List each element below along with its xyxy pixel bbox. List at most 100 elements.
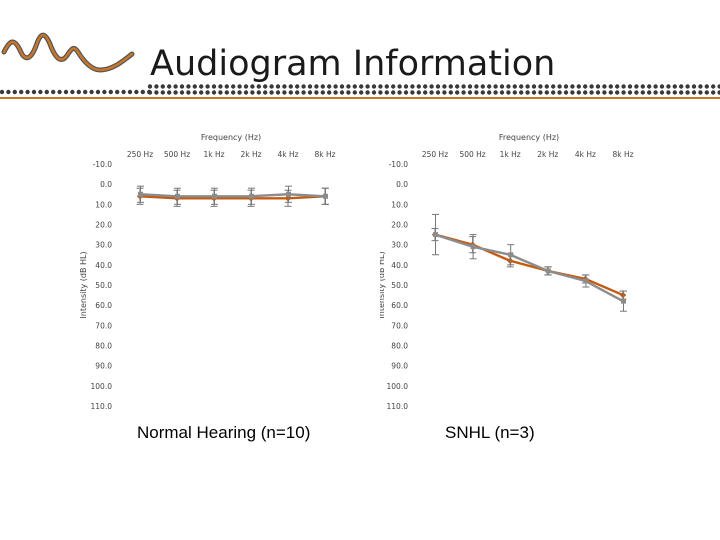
divider-dot	[224, 84, 229, 89]
y-axis-title: Intensity (dB HL)	[79, 251, 88, 318]
divider-dot	[410, 84, 415, 89]
data-point	[545, 268, 551, 274]
divider-dot	[480, 84, 485, 89]
x-tick-label: 500 Hz	[164, 150, 190, 159]
divider-dot	[679, 90, 684, 95]
y-tick-label: 80.0	[95, 342, 112, 351]
divider-dot	[57, 89, 62, 95]
y-axis-title: Intensity (dB HL)	[380, 251, 386, 318]
divider-dot	[199, 84, 204, 89]
divider-dot	[288, 90, 293, 95]
divider-dot	[461, 90, 466, 95]
divider-dot	[192, 84, 197, 89]
divider-dot	[627, 84, 633, 89]
divider-dot	[487, 84, 492, 89]
wave-stroke-accent	[2, 34, 134, 72]
divider-dot	[717, 84, 720, 89]
divider-dot	[243, 90, 249, 95]
divider-dot	[455, 84, 460, 89]
divider-dot	[506, 90, 511, 95]
divider-dot	[474, 90, 479, 95]
divider-dot	[493, 90, 498, 95]
series-line	[139, 193, 326, 198]
divider-dot	[442, 84, 447, 89]
y-tick-label: 80.0	[391, 342, 408, 351]
divider-dot	[589, 84, 594, 89]
divider-dot	[403, 90, 409, 95]
divider-dot	[31, 89, 37, 95]
divider-dot	[672, 90, 677, 95]
divider-dot	[371, 90, 377, 95]
divider-dot	[595, 90, 601, 95]
y-tick-label: 100.0	[387, 382, 409, 391]
caption-snhl: SNHL (n=3)	[445, 423, 535, 442]
divider-dot	[224, 90, 229, 95]
divider-dot	[563, 84, 569, 89]
divider-dot	[269, 90, 274, 95]
divider-dot	[173, 84, 178, 89]
x-tick-label: 8k Hz	[314, 150, 335, 159]
divider-dot	[525, 90, 530, 95]
divider-dot	[487, 90, 492, 95]
divider-dot	[102, 89, 107, 95]
divider-dot	[371, 84, 377, 89]
divider-dot	[679, 84, 684, 89]
divider-dot	[691, 90, 697, 95]
divider-dot	[512, 84, 517, 89]
divider-dot	[167, 90, 172, 95]
divider-dot	[442, 90, 447, 95]
divider-dot	[397, 84, 402, 89]
divider-dot	[698, 84, 703, 89]
y-tick-label: 90.0	[95, 362, 112, 371]
divider-dot	[544, 90, 549, 95]
series-line	[434, 233, 624, 303]
divider-dot	[301, 90, 306, 95]
divider-dot	[570, 90, 575, 95]
divider-dot	[76, 89, 82, 95]
divider-dot	[275, 84, 281, 89]
divider-dot	[237, 84, 242, 89]
divider-dot	[295, 90, 300, 95]
divider-dot	[140, 89, 145, 95]
divider-dot	[557, 84, 562, 89]
divider-dot	[263, 84, 268, 89]
divider-dot	[339, 84, 345, 89]
divider-dot	[583, 84, 588, 89]
divider-dot	[519, 84, 524, 89]
divider-dot	[327, 90, 332, 95]
wave-logo-icon	[1, 32, 135, 73]
y-tick-label: 10.0	[95, 200, 112, 209]
divider-dot	[320, 90, 325, 95]
divider-dot	[83, 89, 88, 95]
divider-dot	[647, 84, 652, 89]
divider-dot	[134, 89, 139, 95]
divider-dot	[333, 90, 338, 95]
divider-dot	[243, 84, 249, 89]
divider-dot	[563, 90, 569, 95]
divider-dot	[551, 84, 556, 89]
data-point	[621, 298, 626, 304]
data-point	[323, 193, 328, 199]
divider-dot	[160, 84, 165, 89]
divider-dot	[378, 90, 383, 95]
divider-dot	[160, 90, 165, 95]
divider-dot	[512, 90, 517, 95]
divider-dot	[544, 84, 549, 89]
divider-dot	[211, 90, 217, 95]
x-tick-label: 250 Hz	[127, 150, 153, 159]
divider-dot	[44, 89, 49, 95]
divider-dot	[333, 84, 338, 89]
divider-dot	[295, 84, 300, 89]
divider-dot	[666, 90, 671, 95]
divider-dot	[127, 89, 133, 95]
divider-dot	[647, 90, 652, 95]
data-point	[433, 232, 438, 238]
divider-dot	[154, 84, 159, 89]
divider-dot	[256, 84, 261, 89]
divider-dot	[493, 84, 498, 89]
divider-dot	[608, 90, 613, 95]
divider-dot	[538, 84, 543, 89]
x-tick-label: 1k Hz	[500, 150, 521, 159]
divider-dot	[186, 90, 191, 95]
divider-dot	[627, 90, 633, 95]
